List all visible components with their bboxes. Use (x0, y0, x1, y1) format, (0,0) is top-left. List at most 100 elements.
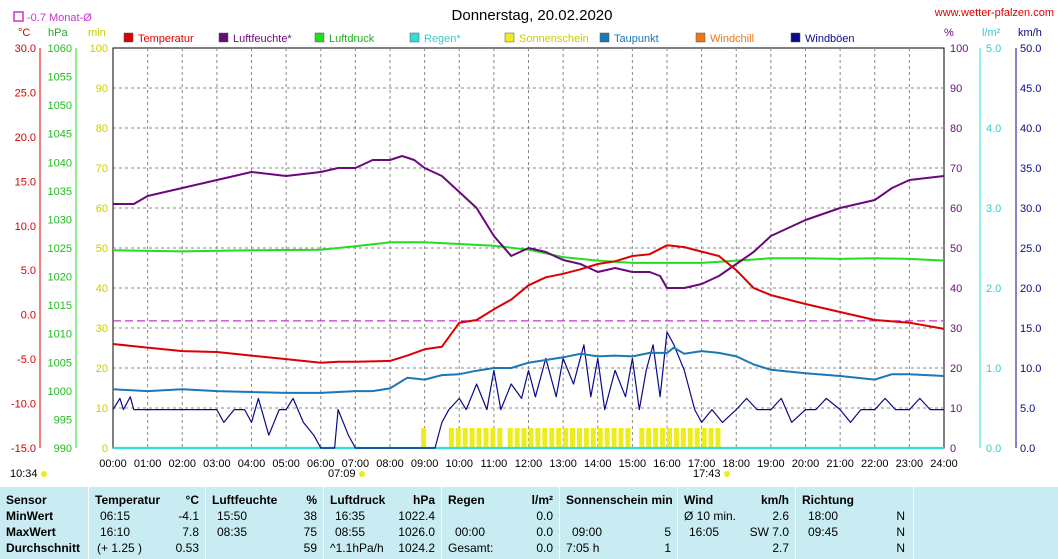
legend-label: Luftfeuchte* (233, 33, 292, 45)
unit-wind: km/h (1018, 27, 1042, 39)
stats-wind-title: Wind (684, 493, 714, 507)
x-tick-label: 03:00 (203, 458, 231, 470)
x-tick-label: 04:00 (238, 458, 266, 470)
y-tick-temperature: 30.0 (15, 43, 36, 55)
legend-swatch (409, 32, 420, 43)
sunshine-bar (715, 428, 721, 448)
y-tick-rain: 1.0 (986, 363, 1001, 375)
sunshine-bar (604, 428, 610, 448)
stats-rain-max-time: 00:00 (455, 525, 486, 539)
stats-press-min-time: 16:35 (335, 509, 366, 523)
y-tick-sunshine: 80 (96, 123, 108, 135)
sunrise-icon (359, 471, 365, 477)
y-tick-pressure: 1010 (48, 329, 72, 341)
stats-rain-max: 0.0 (536, 525, 553, 539)
sunshine-bar (660, 428, 666, 448)
site-url[interactable]: www.wetter-pfalzen.com (934, 7, 1054, 19)
legend-label: Temperatur (138, 33, 194, 45)
y-tick-pressure: 1015 (48, 300, 72, 312)
sunshine-bar (497, 428, 503, 448)
unit-rain: l/m² (982, 27, 1001, 39)
legend: Temperatur Luftfeuchte* Luftdruck Regen* Son… (123, 32, 855, 45)
stats-wind-max-time: 16:05 (689, 525, 720, 539)
stats-hum-unit: % (306, 493, 317, 507)
legend-label: Luftdruck (329, 33, 375, 45)
stats-table: Sensor MinWert MaxWert Durchschnitt Temp… (0, 487, 1058, 559)
x-tick-label: 11:00 (481, 458, 508, 470)
stats-press-trend: ^1.1hPa/h (330, 541, 384, 555)
axis-labels: 00:00 01:00 02:00 03:00 04:00 05:00 06:00 07:00… (11, 43, 1042, 470)
y-tick-sunshine: 50 (96, 243, 108, 255)
stats-min-label: MinWert (6, 509, 54, 523)
stats-temp-title: Temperatur (95, 493, 161, 507)
stats-hum-title: Luftfeuchte (212, 493, 278, 507)
stats-rain-min: 0.0 (536, 509, 553, 523)
sunshine-bar (469, 428, 475, 448)
y-tick-sunshine: 10 (96, 403, 108, 415)
sunshine-bar (421, 428, 427, 448)
sunshine-bar (680, 428, 686, 448)
grid-lines (113, 48, 944, 448)
y-tick-temperature: -15.0 (11, 443, 36, 455)
y-tick-sunshine: 20 (96, 363, 108, 375)
sunshine-bar (576, 428, 582, 448)
legend-swatch (790, 32, 801, 43)
series-line-windb-en (112, 331, 944, 449)
x-tick-label: 08:00 (376, 458, 404, 470)
x-tick-label: 05:00 (272, 458, 300, 470)
series-line-luftdruck (112, 241, 945, 264)
stats-temp-max: 7.8 (182, 525, 199, 539)
legend-swatch (695, 32, 706, 43)
stats-sun-title: Sonnenschein min (566, 493, 673, 507)
stats-press-avg: 1024.2 (398, 541, 435, 555)
stats-sun-avg: 1 (664, 541, 671, 555)
sunshine-bar (528, 428, 534, 448)
y-tick-wind: 30.0 (1020, 203, 1041, 215)
y-tick-rain: 4.0 (986, 123, 1001, 135)
x-tick-label: 16:00 (653, 458, 681, 470)
y-tick-pressure: 1030 (48, 214, 72, 226)
y-tick-temperature: 15.0 (15, 176, 36, 188)
legend-label: Windböen (805, 33, 855, 45)
sunset-icon (724, 471, 730, 477)
sunshine-bar (476, 428, 482, 448)
y-tick-pressure: 1005 (48, 357, 72, 369)
x-tick-label: 09:00 (411, 458, 439, 470)
sunshine-bar (590, 428, 596, 448)
y-tick-temperature: -5.0 (17, 354, 36, 366)
sunshine-bar (611, 428, 617, 448)
sunshine-bar (448, 428, 454, 448)
chart-title: Donnerstag, 20.02.2020 (452, 7, 613, 24)
x-tick-label: 20:00 (792, 458, 820, 470)
stats-hum-max-time: 08:35 (217, 525, 248, 539)
sunshine-bar (694, 428, 700, 448)
stats-dir-avg: N (896, 541, 905, 555)
x-tick-label: 18:00 (722, 458, 750, 470)
sunshine-bar (639, 428, 645, 448)
unit-humidity: % (944, 27, 954, 39)
x-tick-label: 01:00 (134, 458, 162, 470)
series-line-taupunkt (112, 346, 945, 394)
stats-press-min: 1022.4 (398, 509, 435, 523)
x-tick-label: 24:00 (930, 458, 958, 470)
stats-col-pressure: Luftdruck hPa 16:35 1022.4 08:55 1026.0 … (324, 487, 442, 559)
stats-wind-unit: km/h (760, 493, 789, 507)
stats-temp-avg: 0.53 (175, 541, 199, 555)
legend-swatch (314, 32, 325, 43)
stats-dir-max-time: 09:45 (808, 525, 839, 539)
y-tick-sunshine: 40 (96, 283, 108, 295)
y-tick-humidity: 100 (950, 43, 968, 55)
stats-temp-min: -4.1 (178, 509, 199, 523)
y-tick-humidity: 10 (950, 403, 962, 415)
stats-wind-avg10-label: Ø 10 min. (684, 509, 737, 523)
y-tick-pressure: 1020 (48, 272, 72, 284)
y-tick-temperature: 20.0 (15, 132, 36, 144)
unit-temperature: °C (18, 27, 30, 39)
y-tick-humidity: 20 (950, 363, 962, 375)
sunshine-bar (542, 428, 548, 448)
y-tick-humidity: 60 (950, 203, 962, 215)
sunshine-bar (570, 428, 576, 448)
stats-press-max: 1026.0 (398, 525, 435, 539)
sunshine-bar (455, 428, 461, 448)
y-tick-pressure: 1040 (48, 157, 72, 169)
